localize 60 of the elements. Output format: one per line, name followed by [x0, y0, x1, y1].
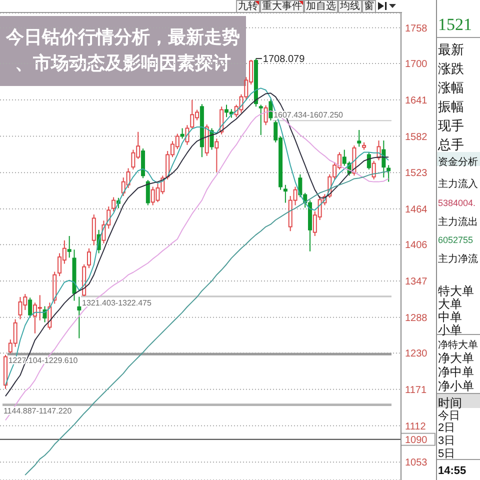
- text: 小单: [438, 322, 462, 336]
- text: 振幅: [438, 99, 464, 114]
- text: 加自选: [304, 0, 338, 12]
- text: 主力净流: [438, 254, 478, 264]
- text: 中单: [438, 310, 462, 324]
- y-tick-label: 1112: [405, 421, 426, 432]
- text: 6052755: [438, 235, 474, 245]
- y-tick-label: 1230: [405, 348, 428, 360]
- candlestick: [72, 249, 76, 302]
- annotation: 1708.079: [262, 54, 306, 66]
- y-tick-label: 1700: [405, 59, 428, 70]
- text: 九转: [236, 0, 260, 12]
- text: 净中单: [438, 364, 474, 378]
- y-tick-label: 1523: [405, 168, 428, 180]
- text: 2日: [438, 422, 456, 434]
- text: 现手: [438, 118, 464, 133]
- text: 净特大单: [438, 340, 478, 350]
- candlestick: [382, 140, 386, 178]
- candlestick: [283, 184, 288, 204]
- candlestick: [67, 236, 72, 258]
- text: 窗: [362, 0, 376, 12]
- y-tick-label: 1464: [405, 204, 428, 216]
- text: 特大单: [438, 284, 474, 298]
- y-tick-label: 1288: [405, 312, 428, 324]
- candlestick: [4, 354, 8, 390]
- text: 3日: [438, 435, 456, 447]
- text: 净小单: [438, 378, 474, 392]
- y-tick-label: 1347: [405, 276, 428, 288]
- text: 资金分析: [438, 157, 478, 168]
- candlestick: [200, 104, 204, 158]
- text: 涨幅: [438, 80, 464, 95]
- y-tick-label: 1582: [405, 132, 428, 143]
- text: 大单: [438, 296, 462, 310]
- y-tick-label: 1171: [405, 384, 427, 396]
- text: 5日: [438, 448, 456, 460]
- candlestick: [258, 104, 263, 136]
- ref-line-label: 1090: [405, 434, 428, 446]
- text: 今日: [438, 410, 460, 422]
- text: 重大事件: [260, 0, 304, 12]
- y-tick-label: 1758: [405, 23, 428, 34]
- text: 净大单: [438, 350, 474, 364]
- text: 总手: [438, 137, 464, 152]
- text: 最新: [438, 42, 464, 57]
- text: 均线: [338, 0, 362, 12]
- y-tick-label: 1053: [405, 458, 428, 469]
- y-tick-label: 1641: [405, 95, 428, 106]
- text: 14:55: [438, 465, 466, 477]
- candlestick: [386, 164, 391, 182]
- text: 主力流入: [438, 178, 478, 190]
- text: 1521: [438, 15, 472, 34]
- text: 涨跌: [438, 61, 464, 76]
- candlestick: [180, 128, 184, 140]
- candlestick: [77, 296, 82, 339]
- text: 时间: [438, 396, 462, 410]
- candlestick: [357, 130, 362, 148]
- text: 今日钴价行情分析，最新走势、市场动态及影响因素探讨: [5, 26, 241, 76]
- text: 5384004.: [438, 198, 476, 208]
- text: 主力流出: [438, 216, 478, 228]
- candlestick: [214, 138, 219, 172]
- y-tick-label: 1406: [405, 240, 428, 252]
